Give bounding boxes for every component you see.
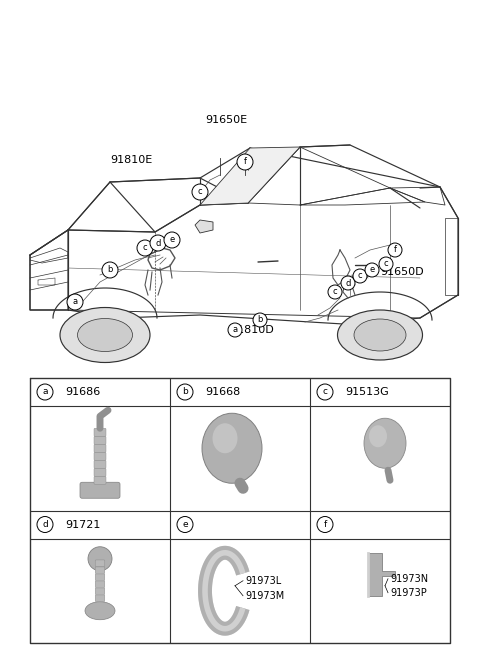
Text: 91810D: 91810D [230,325,274,335]
Text: 91973L: 91973L [245,576,281,586]
Circle shape [192,184,208,200]
FancyBboxPatch shape [94,444,106,452]
Text: c: c [143,243,147,253]
Circle shape [88,546,112,571]
Text: f: f [394,245,396,255]
Ellipse shape [369,425,387,447]
FancyBboxPatch shape [95,595,105,602]
Text: 91973M: 91973M [245,591,284,601]
Circle shape [150,235,166,251]
Text: 91668: 91668 [205,387,240,397]
Text: f: f [243,157,247,167]
Text: 91686: 91686 [65,387,100,397]
FancyBboxPatch shape [94,452,106,461]
Circle shape [237,154,253,170]
Text: 91810E: 91810E [110,155,152,165]
Text: d: d [345,279,351,287]
Text: c: c [384,260,388,268]
FancyBboxPatch shape [94,436,106,444]
Circle shape [353,269,367,283]
Text: b: b [182,388,188,396]
Circle shape [37,516,53,533]
Ellipse shape [85,602,115,620]
Text: e: e [182,520,188,529]
Circle shape [177,384,193,400]
FancyBboxPatch shape [95,560,105,567]
Polygon shape [200,147,300,205]
Text: 91973N: 91973N [390,574,428,584]
Text: a: a [72,298,78,306]
Circle shape [253,313,267,327]
Circle shape [388,243,402,257]
Circle shape [137,240,153,256]
Circle shape [379,257,393,271]
Circle shape [317,516,333,533]
Text: b: b [257,316,263,325]
Text: b: b [108,266,113,274]
Circle shape [67,294,83,310]
Polygon shape [195,220,213,233]
Text: e: e [169,236,175,245]
Ellipse shape [364,419,406,468]
Text: a: a [42,388,48,396]
Text: c: c [198,188,202,197]
Text: 91650D: 91650D [380,267,424,277]
FancyBboxPatch shape [94,461,106,468]
Circle shape [317,384,333,400]
Circle shape [341,276,355,290]
Text: d: d [42,520,48,529]
Circle shape [37,384,53,400]
FancyBboxPatch shape [95,588,105,594]
Text: 91973P: 91973P [390,588,427,598]
Circle shape [228,323,242,337]
Ellipse shape [337,310,422,360]
FancyBboxPatch shape [95,567,105,573]
FancyBboxPatch shape [94,468,106,476]
Polygon shape [30,145,458,325]
Text: 91513G: 91513G [345,387,389,397]
Ellipse shape [354,319,406,351]
Circle shape [164,232,180,248]
Text: d: d [156,239,161,247]
Text: c: c [333,287,337,297]
Ellipse shape [77,319,132,352]
Text: 91650E: 91650E [205,115,247,125]
Circle shape [328,285,342,299]
FancyBboxPatch shape [95,574,105,581]
Text: e: e [370,266,374,274]
Ellipse shape [202,413,262,483]
FancyBboxPatch shape [80,482,120,499]
Ellipse shape [213,423,238,453]
Text: 91721: 91721 [65,520,100,529]
FancyBboxPatch shape [95,581,105,588]
Text: a: a [232,325,238,335]
Ellipse shape [60,308,150,363]
Circle shape [177,516,193,533]
FancyBboxPatch shape [94,476,106,484]
Polygon shape [368,553,395,596]
Text: c: c [323,388,327,396]
FancyBboxPatch shape [94,428,106,436]
Circle shape [365,263,379,277]
Text: c: c [358,272,362,281]
Text: f: f [324,520,326,529]
Circle shape [102,262,118,278]
